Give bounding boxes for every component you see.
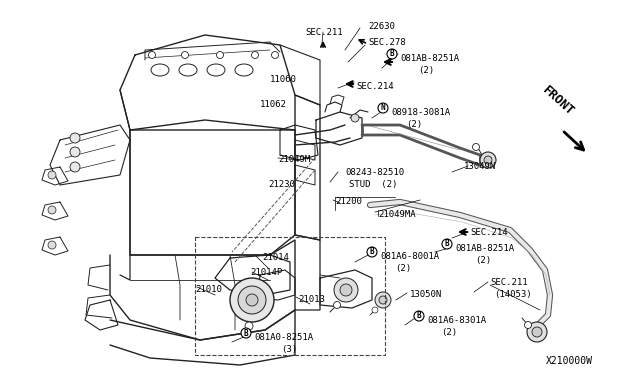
Text: 081A0-8251A: 081A0-8251A (254, 333, 313, 342)
Circle shape (532, 327, 542, 337)
Text: 21049M: 21049M (278, 155, 310, 164)
Text: (2): (2) (475, 256, 491, 265)
Circle shape (375, 292, 391, 308)
Circle shape (216, 51, 223, 58)
Circle shape (238, 286, 266, 314)
Text: 21049MA: 21049MA (378, 210, 415, 219)
Text: 081AB-8251A: 081AB-8251A (455, 244, 514, 253)
Circle shape (472, 144, 479, 151)
Circle shape (480, 152, 496, 168)
Text: SEC.211: SEC.211 (305, 28, 342, 37)
Circle shape (414, 311, 424, 321)
Text: SEC.278: SEC.278 (368, 38, 406, 47)
Text: 11060: 11060 (270, 75, 297, 84)
Circle shape (246, 294, 258, 306)
Circle shape (148, 51, 156, 58)
Circle shape (48, 171, 56, 179)
Text: 21010: 21010 (195, 285, 222, 294)
Text: B: B (390, 49, 394, 58)
Circle shape (48, 206, 56, 214)
Circle shape (484, 156, 492, 164)
Circle shape (442, 239, 452, 249)
Text: B: B (445, 240, 449, 248)
Text: 08243-82510: 08243-82510 (345, 168, 404, 177)
Circle shape (70, 147, 80, 157)
Text: SEC.214: SEC.214 (356, 82, 394, 91)
Text: 21014P: 21014P (250, 268, 282, 277)
Circle shape (241, 328, 251, 338)
Circle shape (351, 114, 359, 122)
Circle shape (70, 133, 80, 143)
Circle shape (525, 321, 531, 328)
Text: 08918-3081A: 08918-3081A (391, 108, 450, 117)
Text: 11062: 11062 (260, 100, 287, 109)
Circle shape (271, 51, 278, 58)
Circle shape (230, 278, 274, 322)
Circle shape (334, 278, 358, 302)
Circle shape (333, 301, 340, 308)
Circle shape (367, 247, 377, 257)
Circle shape (527, 322, 547, 342)
Text: 081AB-8251A: 081AB-8251A (400, 54, 459, 63)
Text: N: N (381, 103, 385, 112)
Text: 21200: 21200 (335, 197, 362, 206)
Text: 22630: 22630 (368, 22, 395, 31)
Text: FRONT: FRONT (540, 83, 577, 118)
Text: SEC.211: SEC.211 (490, 278, 527, 287)
Text: SEC.214: SEC.214 (470, 228, 508, 237)
Text: B: B (244, 328, 248, 337)
Text: 21013: 21013 (298, 295, 325, 304)
Circle shape (70, 162, 80, 172)
Text: (3): (3) (281, 345, 297, 354)
Text: 21230: 21230 (268, 180, 295, 189)
Text: X210000W: X210000W (546, 356, 593, 366)
Circle shape (48, 241, 56, 249)
Text: STUD  (2): STUD (2) (349, 180, 397, 189)
Circle shape (245, 322, 253, 330)
Text: (14053): (14053) (494, 290, 532, 299)
Circle shape (379, 296, 387, 304)
Text: 13049N: 13049N (464, 162, 496, 171)
Circle shape (182, 51, 189, 58)
Text: 21014: 21014 (262, 253, 289, 262)
Text: 081A6-8001A: 081A6-8001A (380, 252, 439, 261)
Text: (2): (2) (418, 66, 434, 75)
Text: (2): (2) (441, 328, 457, 337)
Circle shape (372, 307, 378, 313)
Text: B: B (370, 247, 374, 257)
Circle shape (252, 51, 259, 58)
Text: 13050N: 13050N (410, 290, 442, 299)
Text: (2): (2) (406, 120, 422, 129)
Text: (2): (2) (395, 264, 411, 273)
Text: 081A6-8301A: 081A6-8301A (427, 316, 486, 325)
Text: B: B (417, 311, 421, 321)
Circle shape (378, 103, 388, 113)
Bar (195, 237, 385, 355)
Circle shape (340, 284, 352, 296)
Circle shape (387, 49, 397, 59)
